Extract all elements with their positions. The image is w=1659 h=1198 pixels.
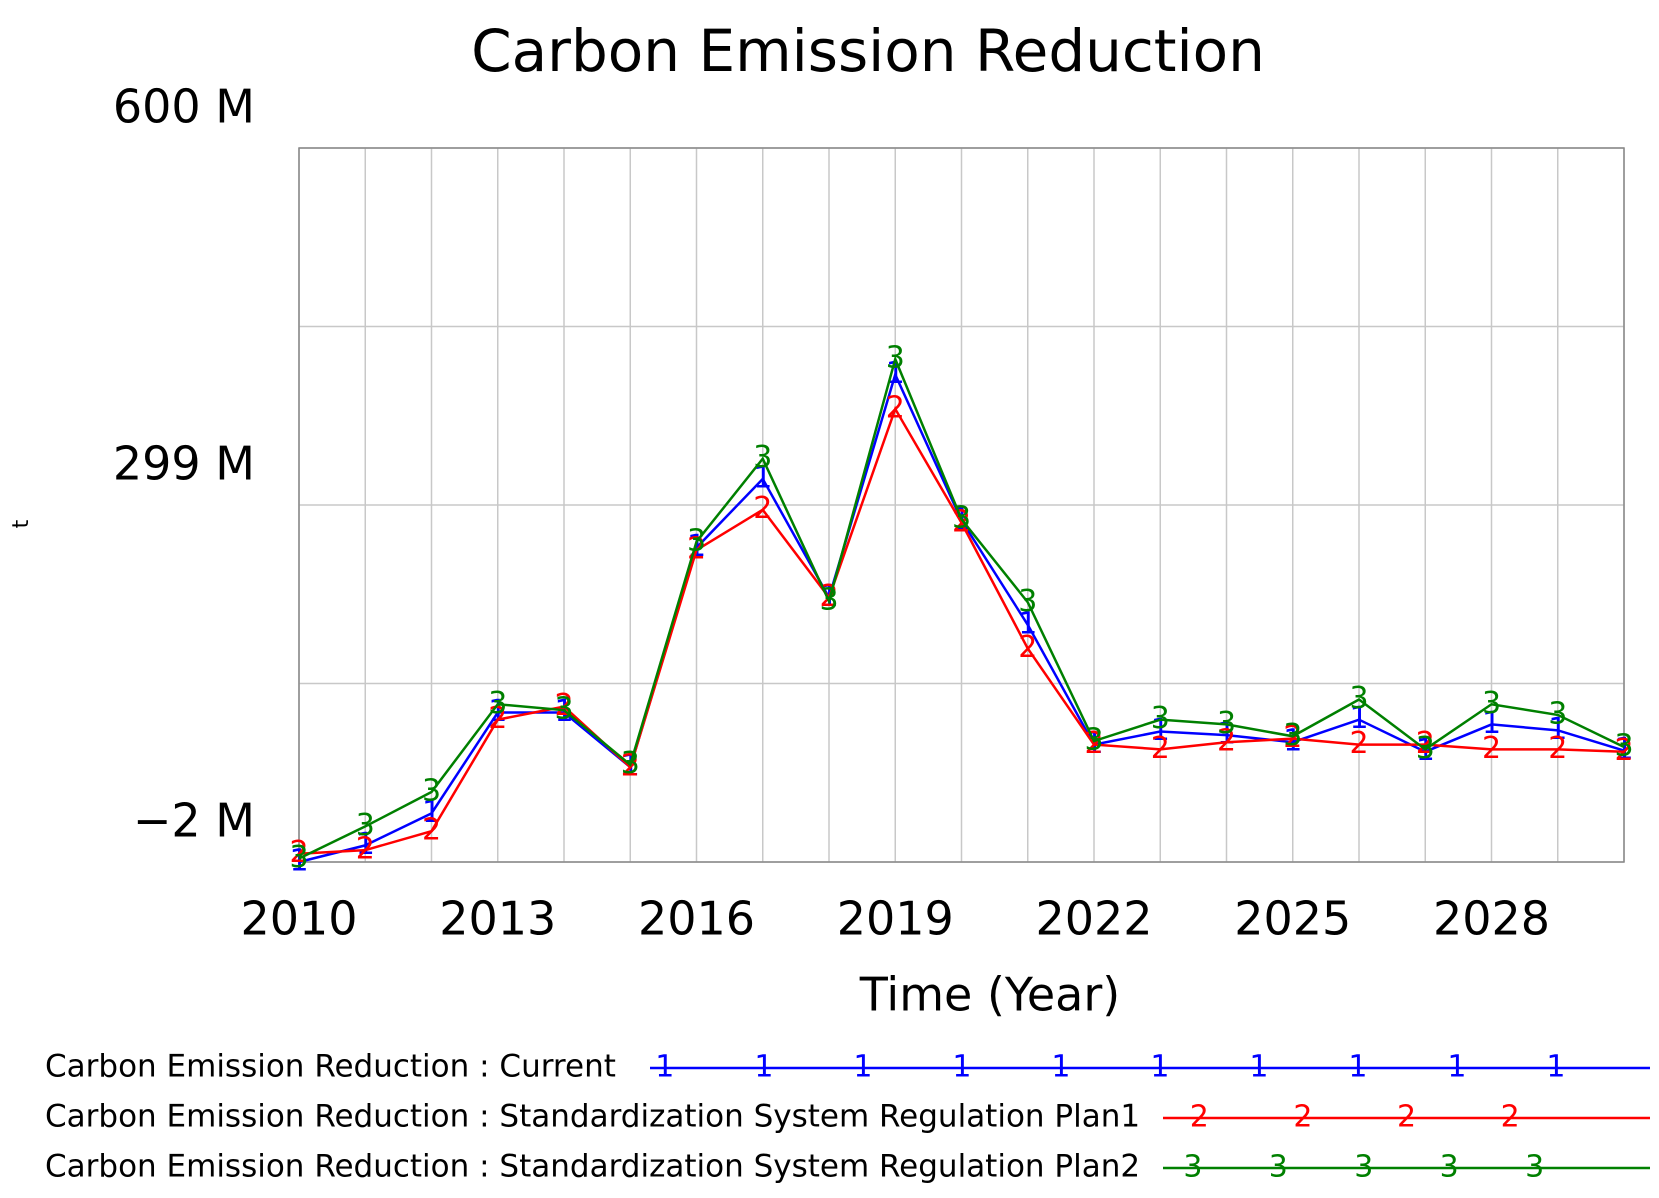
point-marker: 3 [1416,731,1435,766]
legend-marker: 1 [853,1050,872,1085]
point-marker: 3 [1614,728,1633,763]
point-marker: 2 [1018,630,1037,665]
legend-marker: 1 [952,1050,971,1085]
point-marker: 3 [289,840,308,875]
point-marker: 3 [1482,686,1501,721]
point-marker: 3 [819,583,838,618]
point-marker: 2 [952,504,971,539]
point-marker: 1 [1349,701,1368,736]
x-tick-label: 2019 [837,892,954,946]
point-marker: 3 [356,808,375,843]
point-marker: 2 [1283,720,1302,755]
x-axis-title: Time (Year) [859,968,1120,1022]
legend-marker: 3 [1183,1150,1202,1185]
point-marker: 3 [554,692,573,727]
legend-marker: 2 [1293,1100,1312,1135]
point-marker: 1 [356,827,375,862]
point-marker: 3 [1349,681,1368,716]
point-marker: 2 [422,813,441,848]
legend-marker: 2 [1397,1100,1416,1135]
point-marker: 3 [488,686,507,721]
point-marker: 2 [1151,731,1170,766]
chart-title: Carbon Emission Reduction [471,17,1265,85]
point-marker: 3 [886,341,905,376]
point-marker: 1 [488,694,507,729]
point-marker: 1 [1482,706,1501,741]
legend-label: Carbon Emission Reduction : Current [45,1049,616,1085]
legend-marker: 1 [1150,1050,1169,1085]
point-marker: 3 [1283,718,1302,753]
point-marker: 3 [1151,701,1170,736]
point-marker: 2 [356,832,375,867]
y-tick-label: 600 M [113,80,255,134]
y-tick-label: 299 M [113,437,255,491]
x-tick-label: 2010 [240,892,357,946]
legend-marker: 1 [1348,1050,1367,1085]
legend-marker: 1 [655,1050,674,1085]
plot-frame [298,147,1625,863]
legend-marker: 1 [754,1050,773,1085]
x-tick-label: 2013 [439,892,556,946]
point-marker: 1 [886,356,905,391]
y-tick-label: −2 M [133,794,255,848]
point-marker: 3 [687,523,706,558]
legend-marker: 3 [1440,1150,1459,1185]
series-line [298,405,1625,855]
point-marker: 3 [1018,584,1037,619]
point-marker: 2 [1349,726,1368,761]
x-tick-label: 2016 [638,892,755,946]
point-marker: 2 [1482,731,1501,766]
point-marker: 2 [1614,733,1633,768]
legend-label: Carbon Emission Reduction : Standardizat… [45,1099,1140,1135]
point-marker: 3 [621,746,640,781]
point-marker: 2 [1084,726,1103,761]
series-line [298,355,1625,860]
legend-marker: 1 [1051,1050,1070,1085]
x-tick-label: 2025 [1234,892,1351,946]
x-tick-label: 2022 [1035,892,1152,946]
point-marker: 1 [1548,712,1567,747]
point-marker: 2 [289,835,308,870]
y-axis-title: t [9,519,34,528]
legend-marker: 2 [1501,1100,1520,1135]
point-marker: 3 [952,501,971,536]
point-marker: 2 [1416,726,1435,761]
legend-marker: 1 [1249,1050,1268,1085]
legend-marker: 2 [1190,1100,1209,1135]
legend-marker: 3 [1354,1150,1373,1185]
point-marker: 2 [886,390,905,425]
legend-marker: 1 [1447,1050,1466,1085]
point-marker: 3 [1217,706,1236,741]
point-marker: 3 [753,440,772,475]
legend-marker: 3 [1525,1150,1544,1185]
legend-label: Carbon Emission Reduction : Standardizat… [45,1149,1140,1185]
point-marker: 3 [1084,723,1103,758]
legend-marker: 3 [1269,1150,1288,1185]
point-marker: 2 [1217,724,1236,759]
point-marker: 2 [753,491,772,526]
point-marker: 2 [1548,731,1567,766]
legend-marker: 1 [1546,1050,1565,1085]
point-marker: 3 [1548,696,1567,731]
point-marker: 1 [1614,732,1633,767]
x-tick-label: 2028 [1433,892,1550,946]
point-marker: 3 [422,774,441,809]
